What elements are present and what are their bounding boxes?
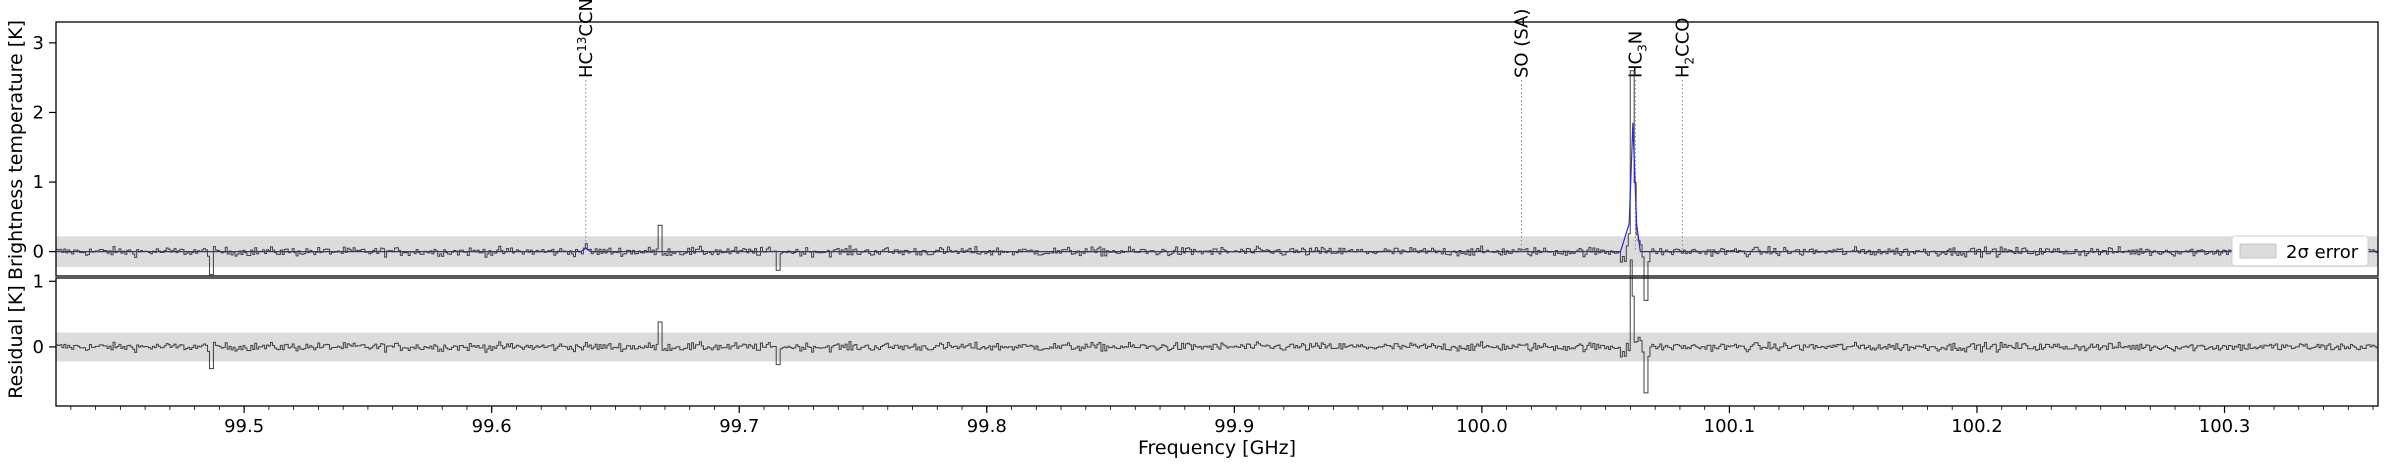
x-tick-label: 99.5 (224, 416, 264, 437)
spectrum-panel: HC13CCN SO (SA) HC3N H2CCO 2σ error 0 1 2 3 Br… (5, 0, 2379, 301)
legend-swatch (2239, 243, 2277, 259)
line-label: SO (SA) (1511, 9, 1532, 78)
spectrum-ylabel: Brightness temperature [K] (5, 20, 27, 280)
residual-frame (55, 277, 2379, 407)
legend-label: 2σ error (2286, 242, 2359, 263)
y-tick-label: 1 (33, 271, 44, 292)
legend: 2σ error (2231, 235, 2369, 267)
y-tick-label: 2 (33, 102, 44, 123)
legend-label-text: 2σ error (2286, 242, 2359, 263)
y-tick-label: 1 (33, 172, 44, 193)
spectrum-y-axis: 0 1 2 3 (33, 33, 56, 263)
line-label: HC3N (1625, 31, 1649, 78)
residual-panel: 01 99.5 99.6 99.7 99.8 99.9 100.0 100.1 100.2 10… (5, 259, 2379, 459)
x-tick-label: 99.6 (472, 416, 512, 437)
xlabel: Frequency [GHz] (1138, 437, 1296, 459)
residual-y-axis: 01 (33, 271, 56, 358)
y-tick-label: 0 (33, 242, 44, 263)
spectrum-frame (55, 21, 2379, 277)
y-tick-label: 0 (33, 337, 44, 358)
x-tick-label: 100.0 (1456, 416, 1508, 437)
residual-spectrum (56, 259, 2378, 394)
x-tick-label: 100.3 (2199, 416, 2251, 437)
frequency-x-axis: 99.5 99.6 99.7 99.8 99.9 100.0 100.1 100.2 100.3 (70, 406, 2374, 437)
legend-box (2231, 235, 2369, 267)
x-tick-label: 100.1 (1704, 416, 1756, 437)
line-markers: HC13CCN SO (SA) HC3N H2CCO (575, 0, 1696, 252)
residual-spectrum-line (56, 259, 2378, 394)
x-tick-label: 99.8 (967, 416, 1007, 437)
line-label: HC13CCN (575, 0, 597, 78)
x-tick-label: 99.9 (1214, 416, 1254, 437)
x-tick-label: 99.7 (719, 416, 759, 437)
model-spectrum (56, 122, 2378, 253)
y-tick-label: 3 (33, 33, 44, 54)
model-spectrum-line (56, 122, 2378, 253)
line-label: H2CCO (1672, 18, 1696, 79)
x-tick-label: 100.2 (1951, 416, 2003, 437)
residual-ylabel: Residual [K] (5, 285, 27, 399)
